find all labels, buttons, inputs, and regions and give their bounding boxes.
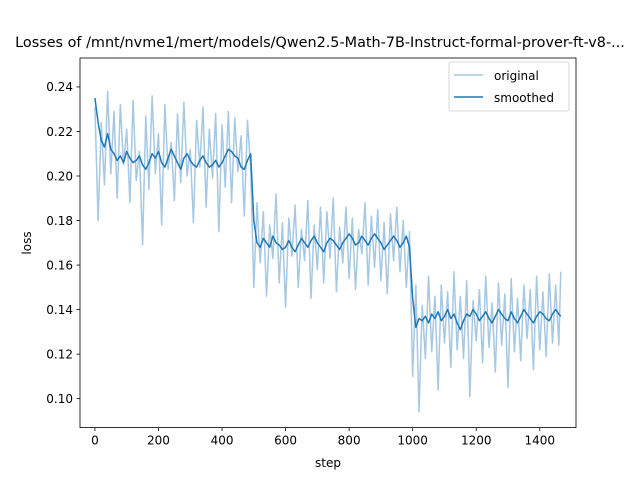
- legend: original smoothed: [448, 61, 570, 112]
- y-tick-label: 0.22: [46, 125, 73, 139]
- y-tick-label: 0.16: [46, 258, 73, 272]
- y-tick-label: 0.18: [46, 214, 73, 228]
- series-line-smoothed: [94, 97, 562, 331]
- series-line-original: [94, 90, 562, 413]
- y-tick-label: 0.10: [46, 392, 73, 406]
- x-tick-label: 600: [274, 434, 297, 448]
- x-tick-label: 1400: [525, 434, 556, 448]
- y-tick-label: 0.12: [46, 347, 73, 361]
- y-axis-label: loss: [20, 231, 34, 254]
- legend-label-smoothed: smoothed: [494, 91, 554, 105]
- legend-label-original: original: [494, 69, 539, 83]
- x-tick-label: 0: [91, 434, 99, 448]
- x-tick-label: 1000: [397, 434, 428, 448]
- y-tick-label: 0.14: [46, 303, 73, 317]
- x-tick-label: 800: [338, 434, 361, 448]
- y-tick-label: 0.20: [46, 169, 73, 183]
- y-tick-label: 0.24: [46, 80, 73, 94]
- y-axis-ticks: 0.10 0.12 0.14 0.16 0.18 0.20 0.22 0.24: [46, 80, 80, 406]
- x-tick-label: 1200: [461, 434, 492, 448]
- chart-title: Losses of /mnt/nvme1/mert/models/Qwen2.5…: [15, 35, 625, 51]
- x-axis-ticks: 0 200 400 600 800 1000 1200 1400: [91, 427, 556, 448]
- x-tick-label: 200: [147, 434, 170, 448]
- x-axis-label: step: [315, 456, 341, 470]
- series-layer: [94, 90, 562, 413]
- x-tick-label: 400: [211, 434, 234, 448]
- plot-frame: [79, 57, 577, 429]
